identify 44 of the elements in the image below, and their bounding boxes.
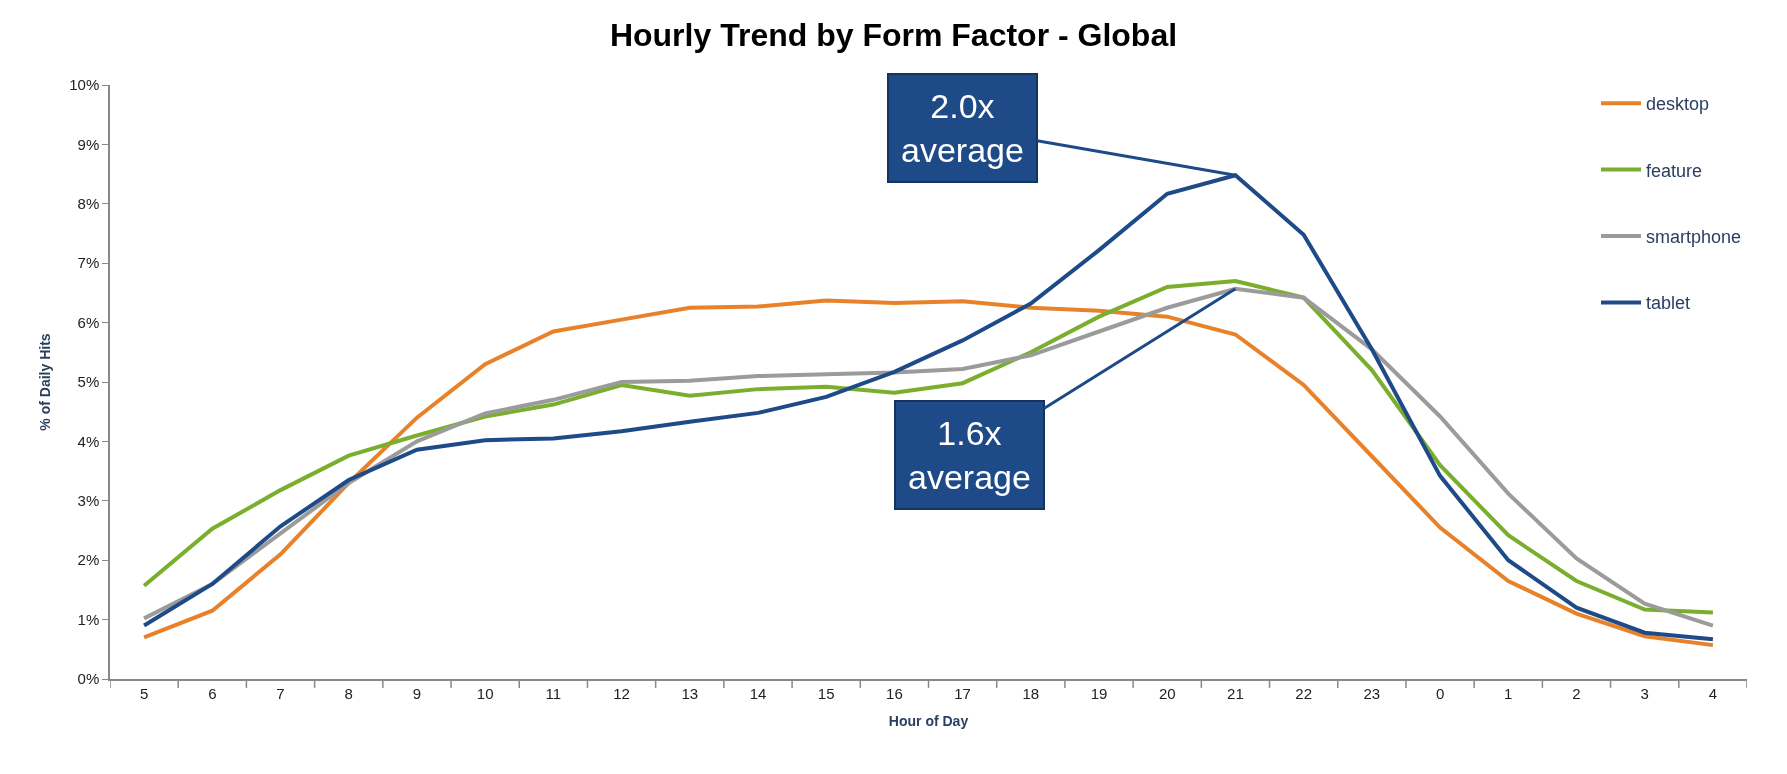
- x-tick-label: 12: [613, 684, 630, 702]
- y-axis-title: % of Daily Hits: [37, 333, 54, 431]
- x-tick-label: 14: [749, 684, 767, 702]
- y-tick-label: 3%: [77, 492, 100, 510]
- x-tick-label: 3: [1640, 684, 1649, 702]
- x-tick-label: 19: [1090, 684, 1108, 702]
- y-tick-label: 2%: [77, 551, 100, 569]
- y-tick-label: 7%: [77, 254, 100, 272]
- x-tick-label: 8: [344, 684, 353, 702]
- y-tick-label: 4%: [77, 432, 100, 450]
- x-tick-label: 13: [681, 684, 699, 702]
- x-tick-label: 18: [1022, 684, 1040, 702]
- y-tick-label: 1%: [77, 610, 100, 628]
- legend-label: desktop: [1646, 94, 1710, 115]
- y-tick-label: 10%: [69, 76, 100, 94]
- x-tick-label: 2: [1572, 684, 1581, 702]
- y-tick-label: 9%: [77, 135, 100, 153]
- x-tick-label: 23: [1363, 684, 1381, 702]
- x-tick-label: 16: [886, 684, 903, 702]
- y-tick-label: 6%: [77, 313, 100, 331]
- x-tick-label: 22: [1295, 684, 1312, 702]
- x-tick-label: 20: [1158, 684, 1176, 702]
- x-tick-label: 5: [139, 684, 149, 702]
- x-tick-label: 17: [954, 684, 971, 702]
- x-tick-label: 15: [817, 684, 835, 702]
- x-tick-label: 7: [276, 684, 285, 702]
- annotation: 1.6x average: [908, 414, 1031, 497]
- legend-label: tablet: [1646, 293, 1691, 314]
- annotation: 2.0x average: [901, 87, 1024, 170]
- y-tick-label: 8%: [77, 195, 100, 213]
- x-tick-label: 11: [545, 684, 562, 702]
- x-tick-label: 0: [1435, 684, 1445, 702]
- x-tick-label: 21: [1227, 684, 1244, 702]
- chart-title: Hourly Trend by Form Factor - Global: [609, 16, 1178, 53]
- y-tick-label: 5%: [77, 373, 100, 391]
- x-tick-label: 4: [1708, 684, 1718, 702]
- x-tick-label: 10: [476, 684, 494, 702]
- x-axis-title: Hour of Day: [888, 712, 969, 729]
- x-tick-label: 6: [208, 684, 217, 702]
- x-tick-label: 9: [412, 684, 422, 702]
- legend-label: feature: [1646, 160, 1703, 181]
- legend-label: smartphone: [1646, 227, 1742, 248]
- x-tick-label: 1: [1504, 684, 1513, 702]
- y-tick-label: 0%: [77, 670, 100, 688]
